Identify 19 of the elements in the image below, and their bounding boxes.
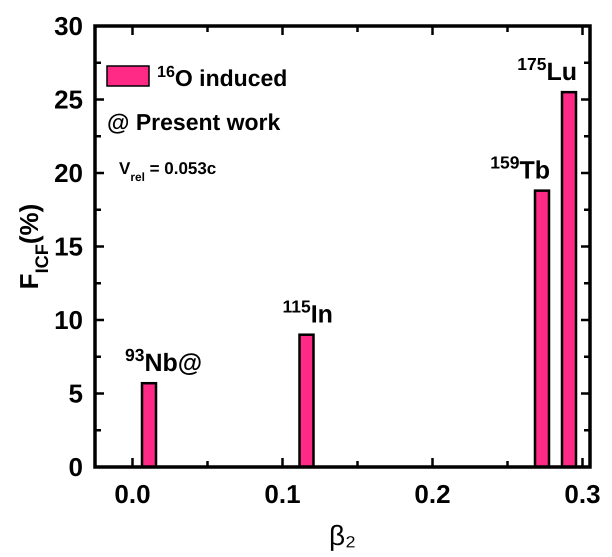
y-tick-label: 5 <box>68 378 83 408</box>
x-tick-label: 0.3 <box>564 479 601 509</box>
annotation: $^{175}$Lu <box>517 54 577 86</box>
y-tick-label: 20 <box>54 158 83 188</box>
annotation: @ Present work <box>107 109 280 135</box>
y-tick-label: 10 <box>54 305 83 335</box>
x-tick-label: 0.1 <box>264 479 301 509</box>
x-tick-label: 0.2 <box>414 479 451 509</box>
annotation: V$_{rel}$ = 0.053c <box>119 159 216 184</box>
y-tick-label: 25 <box>54 84 83 114</box>
y-tick-label: 15 <box>54 232 83 262</box>
annotation: $^{115}$In <box>282 296 333 329</box>
y-tick-label: 30 <box>54 11 83 41</box>
annotation: $^{93}$Nb@ <box>125 345 202 378</box>
x-axis-title: β₂ <box>329 520 356 551</box>
annotation: $^{159}$Tb <box>490 152 550 185</box>
y-tick-label: 0 <box>68 452 83 482</box>
legend-label: $^{16}$O induced <box>157 63 288 91</box>
x-tick-label: 0.0 <box>114 479 151 509</box>
